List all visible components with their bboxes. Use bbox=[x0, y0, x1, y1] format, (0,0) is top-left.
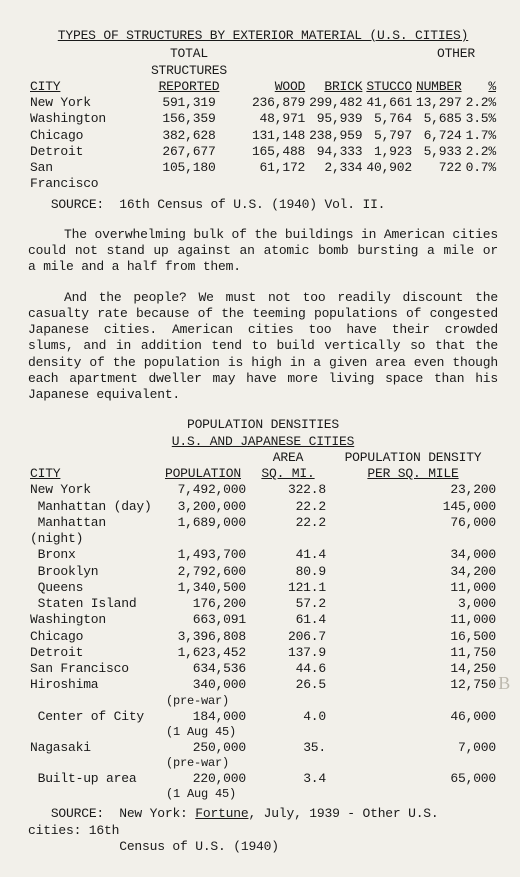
hdr-number: NUMBER bbox=[416, 79, 462, 94]
table1-title: TYPES OF STRUCTURES BY EXTERIOR MATERIAL… bbox=[28, 28, 498, 44]
hdr-dens: POPULATION DENSITY bbox=[328, 450, 498, 466]
density-table: AREA POPULATION DENSITY CITY POPULATION … bbox=[28, 450, 498, 803]
hdr-pop: POPULATION bbox=[165, 466, 241, 481]
table-row: Staten Island176,20057.23,000 bbox=[28, 596, 498, 612]
hdr-brick: BRICK bbox=[324, 79, 362, 94]
table-row: Washington156,35948,97195,9395,7645,6853… bbox=[28, 111, 498, 127]
table-row-note: (pre-war) bbox=[28, 756, 498, 771]
hdr-pct: % bbox=[488, 79, 496, 94]
table-row: Manhattan (night)1,689,00022.276,000 bbox=[28, 515, 498, 548]
table-row: Detroit267,677165,48894,3331,9235,9332.2… bbox=[28, 144, 498, 160]
table-row: Brooklyn2,792,60080.934,200 bbox=[28, 564, 498, 580]
table-row: Queens1,340,500121.111,000 bbox=[28, 580, 498, 596]
table-row: Chicago382,628131,148238,9595,7976,7241.… bbox=[28, 128, 498, 144]
hdr-area-sub: SQ. MI. bbox=[261, 466, 314, 481]
table-row: Manhattan (day)3,200,00022.2145,000 bbox=[28, 499, 498, 515]
hdr-dens-sub: PER SQ. MILE bbox=[367, 466, 458, 481]
table-row-note: (1 Aug 45) bbox=[28, 725, 498, 740]
table-row: Chicago3,396,808206.716,500 bbox=[28, 629, 498, 645]
structures-table: TOTAL STRUCTURES OTHER CITY REPORTED WOO… bbox=[28, 46, 498, 192]
hdr-reported: REPORTED bbox=[159, 79, 220, 94]
hdr-stucco: STUCCO bbox=[366, 79, 412, 94]
table2-source: SOURCE: New York: Fortune, July, 1939 - … bbox=[28, 806, 498, 855]
table-row: New York7,492,000322.823,200 bbox=[28, 482, 498, 498]
hdr-city: CITY bbox=[30, 79, 60, 94]
paragraph-1: The overwhelming bulk of the buildings i… bbox=[28, 227, 498, 276]
table1-source: SOURCE: 16th Census of U.S. (1940) Vol. … bbox=[28, 197, 498, 213]
hdr-city2: CITY bbox=[30, 466, 60, 481]
table2-title1: POPULATION DENSITIES bbox=[28, 417, 498, 433]
hdr-wood: WOOD bbox=[275, 79, 305, 94]
table-row: Built-up area220,0003.465,000 bbox=[28, 771, 498, 787]
hdr-other: OTHER bbox=[414, 46, 498, 79]
table-row: San Francisco105,18061,1722,33440,902722… bbox=[28, 160, 498, 193]
hdr-total: TOTAL STRUCTURES bbox=[128, 46, 250, 79]
hdr-area: AREA bbox=[248, 450, 328, 466]
page-stamp: B bbox=[498, 672, 510, 695]
table-row: Bronx1,493,70041.434,000 bbox=[28, 547, 498, 563]
table2-title2: U.S. AND JAPANESE CITIES bbox=[28, 434, 498, 450]
table-row: Detroit1,623,452137.911,750 bbox=[28, 645, 498, 661]
table-row-note: (pre-war) bbox=[28, 694, 498, 709]
table-row: New York591,319236,879299,48241,66113,29… bbox=[28, 95, 498, 111]
table-row: San Francisco634,53644.614,250 bbox=[28, 661, 498, 677]
paragraph-2: And the people? We must not too readily … bbox=[28, 290, 498, 404]
table-row: Hiroshima340,00026.512,750 bbox=[28, 677, 498, 693]
table-row: Washington663,09161.411,000 bbox=[28, 612, 498, 628]
table-row: Center of City184,0004.046,000 bbox=[28, 709, 498, 725]
table-row-note: (1 Aug 45) bbox=[28, 787, 498, 802]
table-row: Nagasaki250,00035.7,000 bbox=[28, 740, 498, 756]
